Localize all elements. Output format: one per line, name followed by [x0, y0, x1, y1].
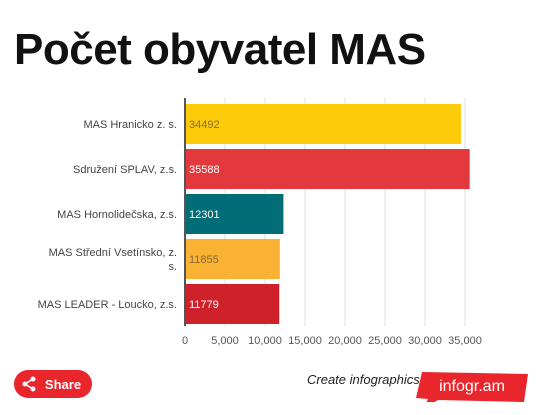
- x-tick-label: 35,000: [448, 335, 482, 347]
- share-icon: [22, 376, 36, 392]
- bar: [185, 284, 280, 324]
- x-tick-label: 10,000: [248, 335, 282, 347]
- bar: [185, 104, 461, 144]
- bar-value-label: 35588: [189, 164, 220, 176]
- bar-chart: 34492 35588 12301 11855 11779 MAS Hranicko z…: [38, 98, 482, 347]
- bars: 34492 35588 12301 11855 11779: [185, 104, 470, 324]
- bar-value-label: 12301: [189, 209, 220, 221]
- brand-badge-shape: [416, 372, 528, 402]
- category-label: Sdružení SPLAV, z.s.: [73, 164, 177, 176]
- bar: [185, 239, 280, 279]
- infogram-logo-link[interactable]: infogr.am: [416, 372, 528, 402]
- bar-value-label: 11779: [189, 299, 219, 311]
- share-label: Share: [44, 376, 82, 392]
- x-tick-label: 0: [182, 335, 188, 347]
- x-tick-label: 5,000: [211, 335, 239, 347]
- brand-text: infogr.am: [439, 378, 505, 395]
- bar: [185, 149, 470, 189]
- category-label: MAS Střední Vsetínsko, z. s.: [49, 247, 177, 273]
- category-labels: MAS Hranicko z. s. Sdružení SPLAV, z.s. MA…: [38, 119, 177, 311]
- category-label: MAS Hornolidečska, z.s.: [57, 209, 177, 221]
- bar: [185, 194, 284, 234]
- category-label: MAS LEADER - Loucko, z.s.: [38, 299, 177, 311]
- x-tick-label: 15,000: [288, 335, 322, 347]
- category-label: MAS Hranicko z. s.: [83, 119, 177, 131]
- x-tick-labels: 0 5,000 10,000 15,000 20,000 25,000 30,000 35,0…: [182, 335, 482, 347]
- bar-value-label: 11855: [189, 254, 219, 266]
- share-button[interactable]: Share: [14, 370, 92, 398]
- create-infographics-text: Create infographics: [307, 372, 420, 387]
- bar-value-label: 34492: [189, 119, 220, 131]
- chart-title: Počet obyvatel MAS: [14, 25, 426, 74]
- x-tick-label: 30,000: [408, 335, 442, 347]
- x-tick-label: 20,000: [328, 335, 362, 347]
- x-tick-label: 25,000: [368, 335, 402, 347]
